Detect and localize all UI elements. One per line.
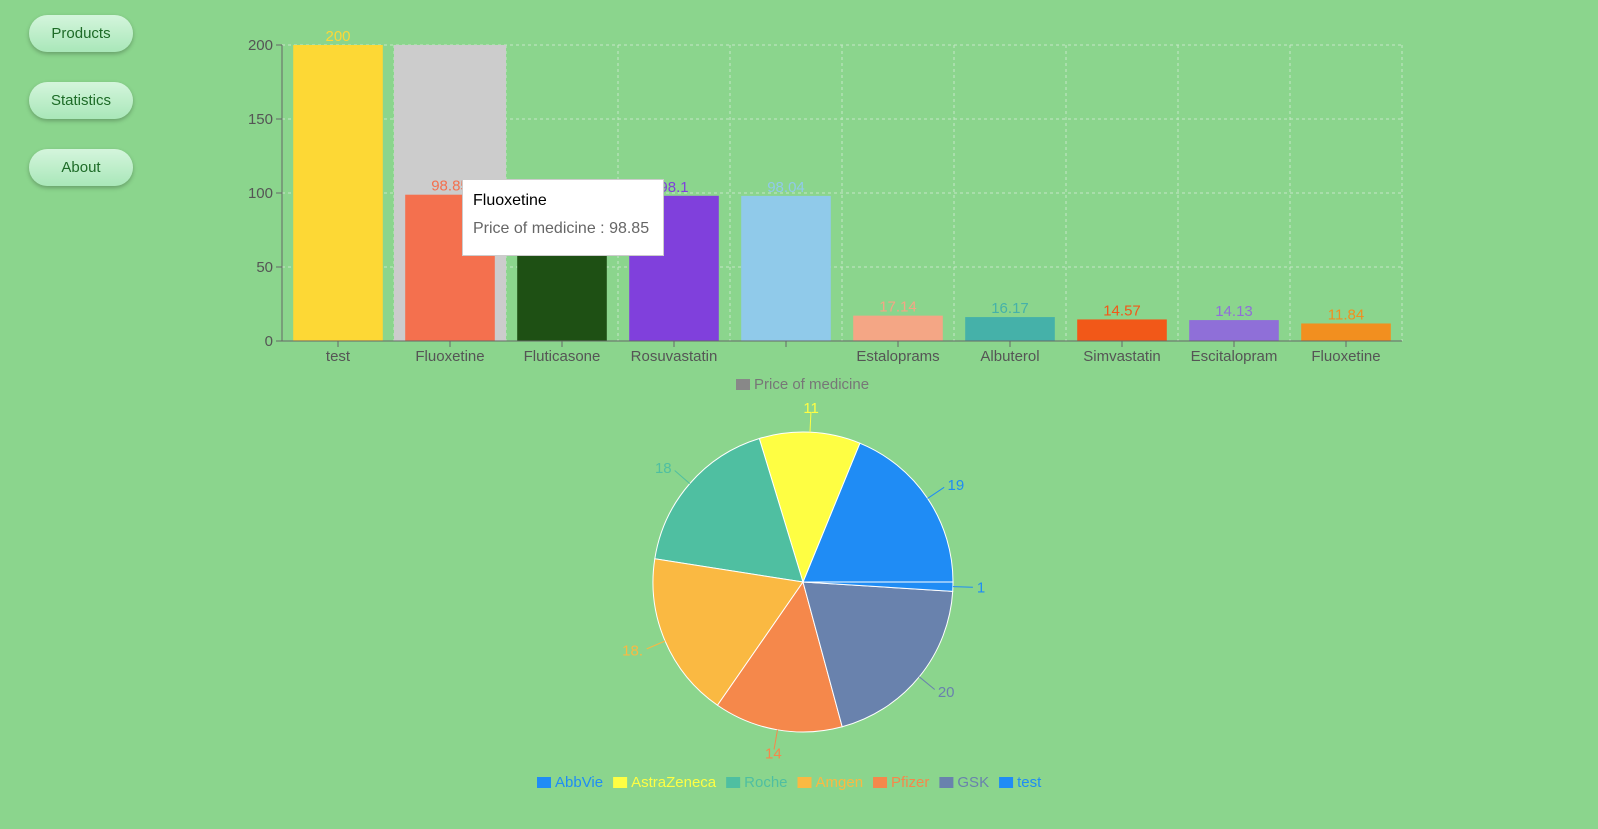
bar xyxy=(965,317,1055,341)
pie-legend-swatch xyxy=(537,777,551,788)
pie-legend-swatch xyxy=(613,777,628,788)
x-tick-label: Escitalopram xyxy=(1191,348,1278,365)
tooltip-line: Price of medicine : 98.85 xyxy=(473,220,650,237)
pie-legend-label: AbbVie xyxy=(555,774,603,791)
pie-value-label: 1 xyxy=(977,579,985,596)
bar xyxy=(1077,319,1167,341)
x-tick-label: Fluticasone xyxy=(524,348,601,365)
x-tick-label: Albuterol xyxy=(980,348,1039,365)
pie-label-line xyxy=(773,729,778,750)
bar-value-label: 98.85 xyxy=(431,178,469,195)
tooltip-title: Fluoxetine xyxy=(473,192,547,209)
about-button[interactable]: About xyxy=(29,149,133,186)
bar-legend: Price of medicine xyxy=(736,376,869,393)
bar-value-label: 17.14 xyxy=(879,299,917,316)
y-tick-label: 0 xyxy=(265,333,273,350)
pie-slice xyxy=(654,437,804,583)
bar xyxy=(853,315,943,341)
tooltip-label: Price of medicine xyxy=(473,220,596,237)
legend-label: Price of medicine xyxy=(754,376,869,393)
bar-value-label: 200 xyxy=(325,28,350,45)
bar xyxy=(293,45,383,341)
pie-legend-label: test xyxy=(1017,774,1042,791)
pie-slice xyxy=(758,431,861,584)
pie-legend-label: Roche xyxy=(744,774,787,791)
pie-legend-swatch xyxy=(999,777,1014,788)
pie-legend-label: Pfizer xyxy=(891,774,929,791)
pie-slice xyxy=(802,581,954,728)
y-tick-label: 200 xyxy=(248,37,273,54)
x-tick-label: Fluoxetine xyxy=(415,348,484,365)
pie-legend-swatch xyxy=(797,777,812,788)
pie-legend-swatch xyxy=(873,777,888,788)
pie-label-line xyxy=(952,586,973,588)
bar-value-label: 11.84 xyxy=(1328,306,1364,323)
legend-swatch xyxy=(736,379,750,390)
bar-value-label: 16.17 xyxy=(991,300,1029,317)
nav-menu: Products Statistics About xyxy=(29,15,133,186)
bar-chart: 20098.8598.598.198.0417.1416.1714.5714.1… xyxy=(248,28,1403,393)
pie-value-label: 18. xyxy=(622,642,643,659)
x-tick-label: Fluoxetine xyxy=(1311,348,1380,365)
pie-chart: 19 11 18 18. 14 20 1 AbbVie AstraZeneca Roche Amge… xyxy=(537,400,1042,791)
pie-value-label: 18 xyxy=(655,460,672,477)
statistics-button[interactable]: Statistics xyxy=(29,82,133,119)
x-tick-label: Estaloprams xyxy=(856,348,939,365)
x-tick-label: Rosuvastatin xyxy=(631,348,718,365)
y-tick-label: 100 xyxy=(248,185,273,202)
bar-value-label: 98.1 xyxy=(659,179,688,196)
pie-value-label: 20 xyxy=(938,684,955,701)
pie-slice xyxy=(652,558,804,706)
pie-legend: AbbVie AstraZeneca Roche Amgen Pfizer GSK test xyxy=(537,774,1042,791)
y-tick-label: 150 xyxy=(248,111,273,128)
bar-value-label: 14.13 xyxy=(1215,303,1253,320)
pie-legend-swatch xyxy=(939,777,954,788)
pie-label-line xyxy=(927,486,945,499)
y-tick-label: 50 xyxy=(256,259,273,276)
bar-value-label: 98.04 xyxy=(767,179,805,196)
tooltip-value: 98.85 xyxy=(609,220,650,237)
bar xyxy=(1189,320,1279,341)
bar xyxy=(1301,323,1391,341)
pie-slice xyxy=(802,442,954,583)
pie-slice xyxy=(716,580,843,733)
bar-tooltip: Fluoxetine Price of medicine : 98.85 xyxy=(462,179,664,256)
products-button[interactable]: Products xyxy=(29,15,133,52)
pie-label-line xyxy=(646,640,666,650)
pie-legend-label: AstraZeneca xyxy=(631,774,717,791)
pie-label-line xyxy=(674,470,691,484)
pie-legend-label: Amgen xyxy=(816,774,864,791)
pie-legend-label: GSK xyxy=(957,774,989,791)
pie-label-line xyxy=(809,412,812,433)
bar-value-label: 14.57 xyxy=(1103,302,1141,319)
bar xyxy=(741,195,831,341)
pie-value-label: 11 xyxy=(803,400,819,417)
pie-label-line xyxy=(918,676,936,690)
pie-legend-swatch xyxy=(726,777,741,788)
x-tick-label: test xyxy=(326,348,351,365)
pie-value-label: 14 xyxy=(765,745,782,762)
x-tick-label: Simvastatin xyxy=(1083,348,1161,365)
pie-value-label: 19 xyxy=(947,477,964,494)
